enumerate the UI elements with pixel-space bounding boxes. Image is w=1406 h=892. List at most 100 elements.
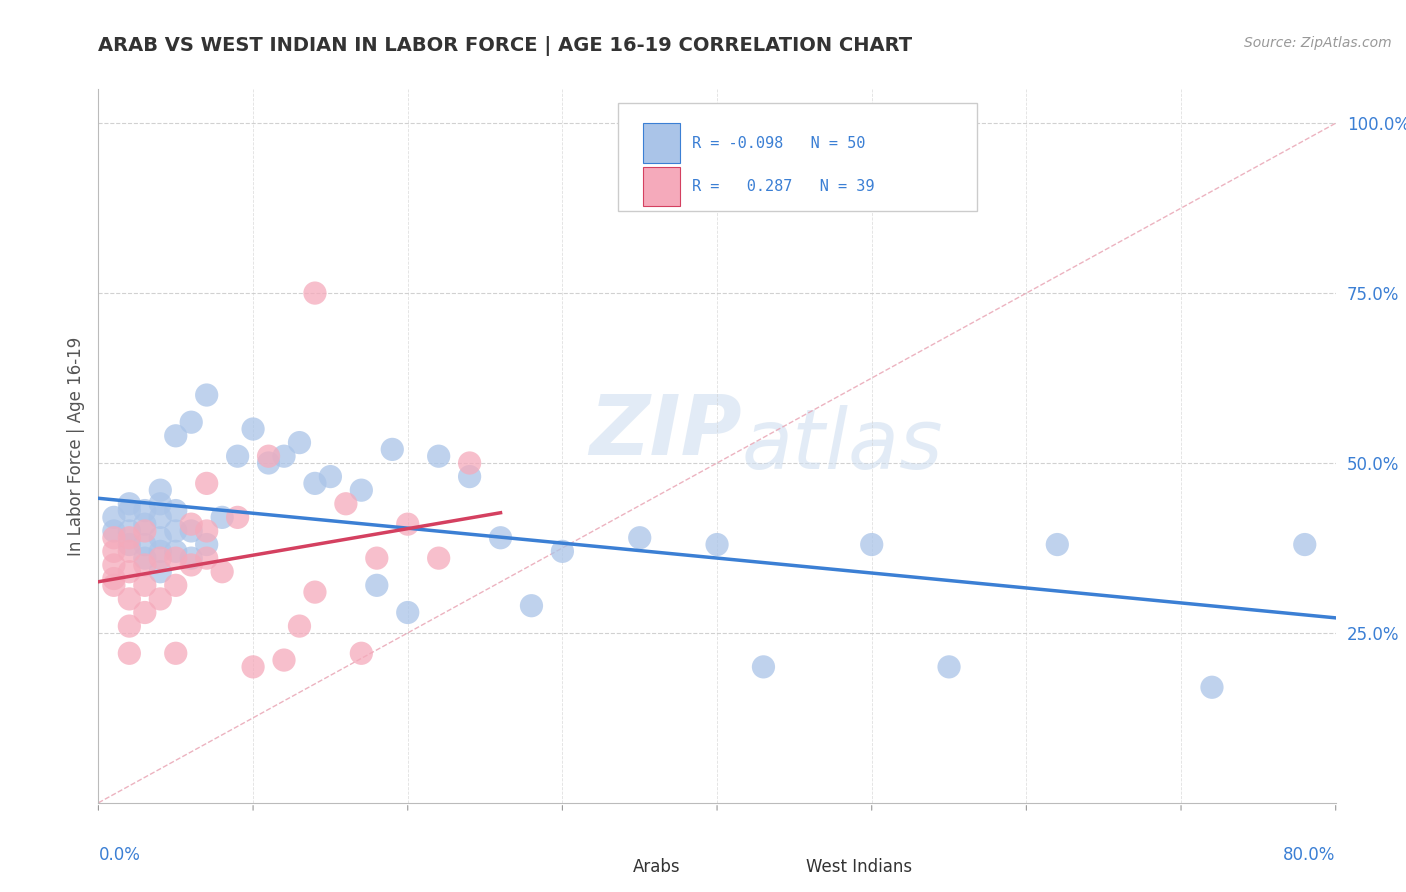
- Point: [118, 503, 141, 517]
- Point: [149, 531, 172, 545]
- Point: [165, 429, 187, 443]
- Point: [1046, 537, 1069, 551]
- Point: [195, 388, 218, 402]
- Point: [1294, 537, 1316, 551]
- Point: [180, 551, 202, 566]
- Point: [458, 469, 481, 483]
- Point: [520, 599, 543, 613]
- Point: [242, 660, 264, 674]
- Point: [226, 449, 249, 463]
- Point: [489, 531, 512, 545]
- Point: [103, 578, 125, 592]
- Point: [304, 585, 326, 599]
- Text: atlas: atlas: [742, 406, 943, 486]
- Point: [350, 483, 373, 498]
- Point: [335, 497, 357, 511]
- Point: [149, 565, 172, 579]
- Point: [149, 591, 172, 606]
- Point: [257, 449, 280, 463]
- Point: [350, 646, 373, 660]
- Point: [195, 524, 218, 538]
- Point: [134, 551, 156, 566]
- Text: West Indians: West Indians: [806, 858, 912, 876]
- Point: [165, 503, 187, 517]
- Point: [288, 619, 311, 633]
- Point: [165, 551, 187, 566]
- Point: [134, 558, 156, 572]
- Point: [103, 544, 125, 558]
- Point: [319, 469, 342, 483]
- Bar: [643, 167, 681, 206]
- Point: [134, 537, 156, 551]
- Point: [103, 524, 125, 538]
- Point: [427, 551, 450, 566]
- Point: [304, 286, 326, 301]
- Text: 80.0%: 80.0%: [1284, 846, 1336, 863]
- Point: [103, 510, 125, 524]
- Text: R = -0.098   N = 50: R = -0.098 N = 50: [692, 136, 866, 151]
- Point: [165, 544, 187, 558]
- Point: [180, 517, 202, 532]
- Point: [118, 646, 141, 660]
- Point: [149, 497, 172, 511]
- Point: [195, 551, 218, 566]
- Point: [1201, 680, 1223, 694]
- Point: [118, 537, 141, 551]
- Point: [211, 510, 233, 524]
- Point: [860, 537, 883, 551]
- Point: [366, 578, 388, 592]
- Point: [628, 531, 651, 545]
- Point: [366, 551, 388, 566]
- Point: [149, 544, 172, 558]
- Point: [118, 544, 141, 558]
- Text: R =   0.287   N = 39: R = 0.287 N = 39: [692, 179, 875, 194]
- Text: ZIP: ZIP: [589, 392, 742, 472]
- Text: ARAB VS WEST INDIAN IN LABOR FORCE | AGE 16-19 CORRELATION CHART: ARAB VS WEST INDIAN IN LABOR FORCE | AGE…: [98, 36, 912, 55]
- Point: [118, 619, 141, 633]
- Point: [381, 442, 404, 457]
- Point: [103, 531, 125, 545]
- Point: [118, 591, 141, 606]
- Point: [396, 517, 419, 532]
- Point: [195, 537, 218, 551]
- FancyBboxPatch shape: [619, 103, 977, 211]
- Point: [211, 565, 233, 579]
- Y-axis label: In Labor Force | Age 16-19: In Labor Force | Age 16-19: [66, 336, 84, 556]
- Point: [165, 578, 187, 592]
- Text: Arabs: Arabs: [633, 858, 681, 876]
- Point: [273, 653, 295, 667]
- Point: [242, 422, 264, 436]
- Point: [195, 476, 218, 491]
- Point: [134, 517, 156, 532]
- Point: [938, 660, 960, 674]
- Point: [118, 531, 141, 545]
- Point: [427, 449, 450, 463]
- Point: [149, 551, 172, 566]
- Point: [118, 524, 141, 538]
- Text: Source: ZipAtlas.com: Source: ZipAtlas.com: [1244, 36, 1392, 50]
- Point: [226, 510, 249, 524]
- Point: [149, 483, 172, 498]
- Point: [103, 572, 125, 586]
- Point: [134, 524, 156, 538]
- Point: [288, 435, 311, 450]
- Text: 0.0%: 0.0%: [98, 846, 141, 863]
- Point: [180, 524, 202, 538]
- Point: [118, 497, 141, 511]
- Point: [134, 606, 156, 620]
- Point: [165, 524, 187, 538]
- Point: [304, 476, 326, 491]
- Point: [103, 558, 125, 572]
- Point: [180, 558, 202, 572]
- Point: [458, 456, 481, 470]
- Bar: [766, 853, 797, 885]
- Bar: [643, 123, 681, 162]
- Point: [273, 449, 295, 463]
- Point: [134, 578, 156, 592]
- Point: [257, 456, 280, 470]
- Point: [551, 544, 574, 558]
- Point: [180, 415, 202, 429]
- Point: [149, 510, 172, 524]
- Point: [134, 503, 156, 517]
- Bar: [593, 853, 624, 885]
